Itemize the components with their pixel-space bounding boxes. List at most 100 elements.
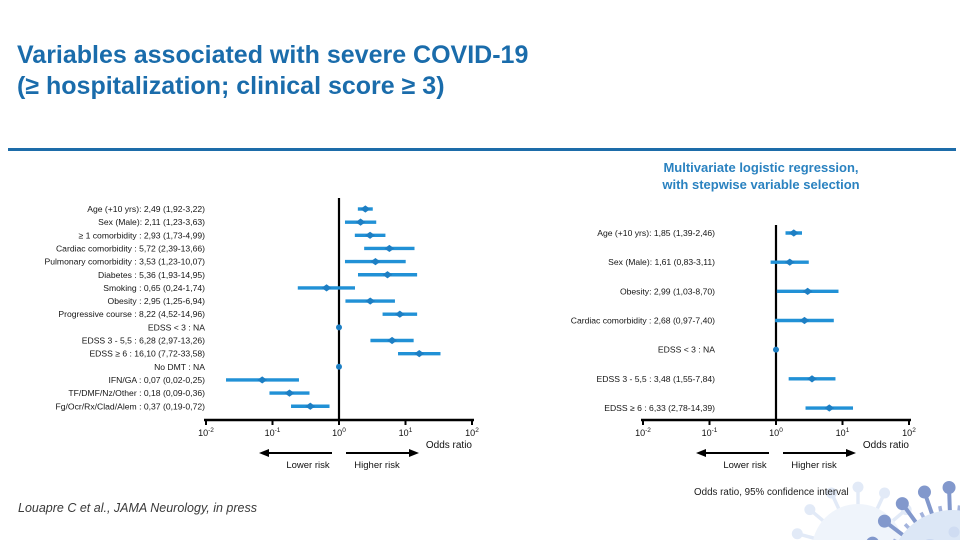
x-tick-label: 100 xyxy=(332,427,346,438)
x-axis-title: Odds ratio xyxy=(863,440,910,451)
x-tick-label: 100 xyxy=(769,427,783,438)
row-label: ≥ 1 comorbidity : 2,93 (1,73-4,99) xyxy=(78,230,205,240)
citation: Louapre C et al., JAMA Neurology, in pre… xyxy=(18,501,258,515)
virus-spike xyxy=(811,510,825,523)
or-marker xyxy=(387,336,398,345)
higher-risk-label: Higher risk xyxy=(791,460,837,471)
or-marker xyxy=(355,218,366,226)
row-label: Sex (Male): 1,61 (0,83-3,11) xyxy=(608,257,715,267)
na-marker xyxy=(336,324,342,331)
na-marker xyxy=(773,346,779,353)
virus-spike xyxy=(800,533,815,540)
or-marker xyxy=(414,350,425,358)
lower-risk-arrowhead xyxy=(259,449,269,457)
coronavirus-illustration xyxy=(791,481,960,540)
virus-spike xyxy=(924,495,935,515)
method-note: Multivariate logistic regression, with s… xyxy=(645,159,877,193)
virus-spike-head xyxy=(791,528,803,540)
row-label: Cardiac comorbidity : 5,72 (2,39-13,66) xyxy=(56,243,205,253)
or-marker xyxy=(284,389,295,397)
or-marker xyxy=(365,297,376,305)
virus-spike-head xyxy=(877,514,891,528)
x-tick-label: 101 xyxy=(399,427,413,438)
method-note-line2: with stepwise variable selection xyxy=(662,177,860,193)
virus-rim-nub xyxy=(919,511,926,519)
or-marker xyxy=(382,271,393,279)
or-marker xyxy=(321,284,332,292)
or-marker xyxy=(360,205,371,213)
virus-spike-head xyxy=(825,487,837,499)
x-tick-label: 101 xyxy=(836,427,850,438)
title-divider xyxy=(8,148,956,151)
lower-risk-label: Lower risk xyxy=(723,460,767,471)
virus-spike-head xyxy=(866,536,879,540)
or-marker xyxy=(257,376,268,384)
row-label: Cardiac comorbidity : 2,68 (0,97-7,40) xyxy=(571,316,715,326)
or-marker xyxy=(788,229,799,237)
row-label: Fg/Ocr/Rx/Clad/Alem : 0,37 (0,19-0,72) xyxy=(56,401,206,411)
higher-risk-label: Higher risk xyxy=(354,460,400,471)
row-label: Pulmonary comorbidity : 3,53 (1,23-10,07… xyxy=(45,257,206,267)
virus-spike xyxy=(886,522,905,537)
row-label: EDSS ≥ 6 : 6,33 (2,78-14,39) xyxy=(604,403,715,413)
row-label: Sex (Male): 2,11 (1,23-3,63) xyxy=(98,217,205,227)
x-axis-title: Odds ratio xyxy=(426,440,473,451)
virus-spike-head xyxy=(942,481,956,495)
or-marker xyxy=(394,310,405,318)
or-marker xyxy=(802,287,813,295)
or-marker xyxy=(784,258,795,266)
row-label: TF/DMF/Nz/Other : 0,18 (0,09-0,36) xyxy=(68,388,205,398)
virus-spike xyxy=(947,491,952,512)
virus-spike xyxy=(903,506,918,524)
or-marker xyxy=(305,402,316,410)
virus-spike-head xyxy=(917,485,931,499)
page-title-line1: Variables associated with severe COVID-1… xyxy=(17,41,529,69)
row-label: EDSS < 3 : NA xyxy=(148,322,205,332)
virus-body xyxy=(898,510,960,540)
row-label: Obesity: 2,99 (1,03-8,70) xyxy=(620,286,715,296)
virus-spike-head xyxy=(895,497,909,511)
virus-spike-head xyxy=(804,504,816,516)
row-label: EDSS 3 - 5,5 : 3,48 (1,55-7,84) xyxy=(597,374,716,384)
virus-detail-dot xyxy=(948,526,960,538)
row-label: EDSS ≥ 6 : 16,10 (7,72-33,58) xyxy=(89,349,205,359)
page-title: Variables associated with severe COVID-1… xyxy=(17,40,528,102)
or-marker xyxy=(370,258,381,266)
row-label: Age (+10 yrs): 2,49 (1,92-3,22) xyxy=(87,204,205,214)
lower-risk-label: Lower risk xyxy=(286,460,330,471)
x-tick-label: 10-1 xyxy=(702,427,718,438)
x-tick-label: 10-1 xyxy=(265,427,281,438)
row-label: EDSS < 3 : NA xyxy=(658,345,715,355)
forest-plot-univariate: Age (+10 yrs): 2,49 (1,92-3,22) Sex (Male… xyxy=(45,198,479,471)
virus-spike xyxy=(831,495,841,510)
row-label: Age (+10 yrs): 1,85 (1,39-2,46) xyxy=(597,228,715,238)
virus-spike xyxy=(875,495,885,510)
page-title-line2: (≥ hospitalization; clinical score ≥ 3) xyxy=(17,72,445,100)
x-tick-label: 102 xyxy=(902,427,916,438)
virus-body xyxy=(813,504,903,540)
higher-risk-arrowhead xyxy=(409,449,419,457)
virus-spike xyxy=(891,510,905,523)
lower-risk-arrowhead xyxy=(696,449,706,457)
virus-spike-head xyxy=(879,487,891,499)
or-marker xyxy=(365,231,376,239)
x-tick-label: 10-2 xyxy=(198,427,214,438)
forest-plot-multivariate: Age (+10 yrs): 1,85 (1,39-2,46) Sex (Male… xyxy=(571,225,916,471)
row-label: No DMT : NA xyxy=(154,362,205,372)
method-note-line1: Multivariate logistic regression, xyxy=(663,160,859,175)
row-label: Progressive course : 8,22 (4,52-14,96) xyxy=(58,309,205,319)
or-marker xyxy=(384,244,395,253)
footnote: Odds ratio, 95% confidence interval xyxy=(694,487,849,498)
x-tick-label: 102 xyxy=(465,427,479,438)
x-tick-label: 10-2 xyxy=(635,427,651,438)
row-label: Smoking : 0,65 (0,24-1,74) xyxy=(103,283,205,293)
na-marker xyxy=(336,363,342,370)
or-marker xyxy=(824,404,835,412)
virus-spike-head xyxy=(852,481,864,493)
row-label: EDSS 3 - 5,5 : 6,28 (2,97-13,26) xyxy=(82,336,205,346)
or-marker xyxy=(799,316,810,325)
or-marker xyxy=(807,375,818,383)
row-label: Obesity : 2,95 (1,25-6,94) xyxy=(108,296,206,306)
row-label: Diabetes : 5,36 (1,93-14,95) xyxy=(98,270,205,280)
higher-risk-arrowhead xyxy=(846,449,856,457)
